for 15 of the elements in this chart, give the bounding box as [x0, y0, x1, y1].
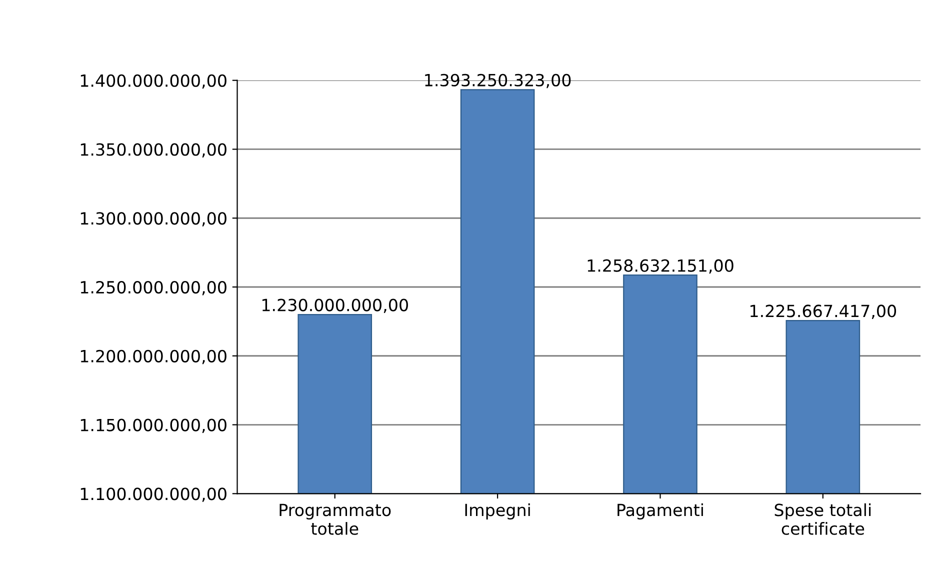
data-label: 1.393.250.323,00 [425, 74, 571, 88]
y-tick-label: 1.250.000.000,00 [80, 280, 226, 296]
y-tick-label: 1.350.000.000,00 [80, 143, 226, 158]
x-tick-label: Spese totali certificate [774, 503, 871, 535]
y-tick-label: 1.300.000.000,00 [80, 212, 226, 226]
data-label: 1.258.632.151,00 [588, 259, 734, 274]
x-tick-label: Programmato totale [280, 504, 391, 535]
x-tick-label: Impegni [465, 503, 530, 520]
data-label: 1.225.667.417,00 [750, 304, 896, 319]
y-tick-label: 1.150.000.000,00 [80, 418, 226, 434]
x-tick-label: Pagamenti [618, 503, 703, 520]
y-tick-label: 1.400.000.000,00 [80, 74, 226, 89]
data-label: 1.230.000.000,00 [262, 298, 408, 314]
y-tick-label: 1.100.000.000,00 [80, 488, 226, 502]
y-tick-label: 1.200.000.000,00 [80, 350, 226, 364]
